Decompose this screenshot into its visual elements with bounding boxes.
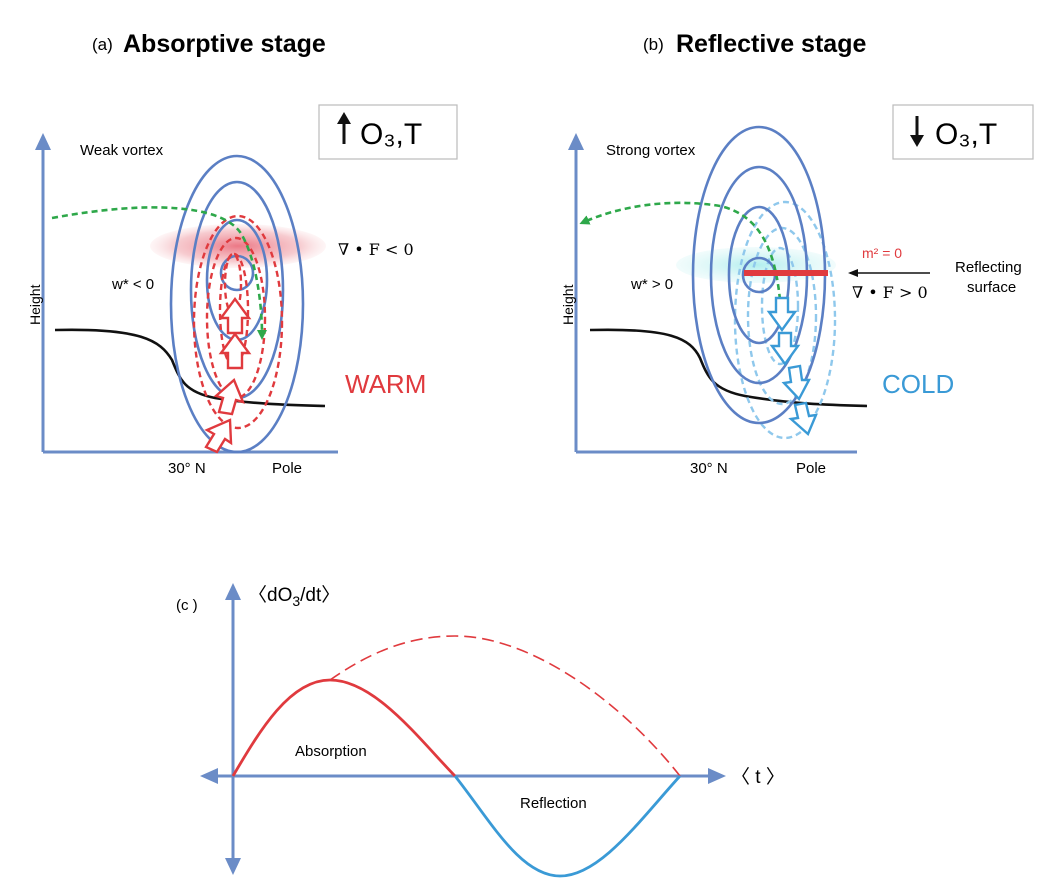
panel-c-hypothetical-curve <box>329 635 681 777</box>
panel-a-badge <box>318 104 458 160</box>
panel-a-xlabel-right: Pole <box>272 460 302 477</box>
panel-a-upwelling-arrows <box>204 296 252 454</box>
panel-a-divf-label: ∇ • F < 0 <box>338 240 414 259</box>
panel-b-m2-label: m² = 0 <box>862 245 902 261</box>
panel-a-badge-text: O₃,T <box>360 118 422 151</box>
panel-b-ylabel: Height <box>560 284 576 325</box>
up-arrow-icon <box>337 112 351 144</box>
panel-a-circulation-arrow <box>51 206 267 340</box>
panel-c-absorption-label: Absorption <box>295 743 367 760</box>
panel-c-reflection-label: Reflection <box>520 795 587 812</box>
panel-b: (b) Reflective stage O₃,T Height 30° N P… <box>560 30 1034 477</box>
up-arrow-icon-4 <box>204 418 233 454</box>
panel-c-axes <box>200 583 726 875</box>
panel-b-xlabel-left: 30° N <box>690 460 728 477</box>
panel-a-title: Absorptive stage <box>123 30 326 58</box>
panel-a-temp-label: WARM <box>345 369 426 399</box>
panel-a-axes <box>35 133 338 454</box>
panel-b-reflect-label-2: surface <box>967 279 1016 296</box>
panel-b-tag: (b) <box>643 35 664 54</box>
panel-b-xlabel-right: Pole <box>796 460 826 477</box>
panel-b-divf-label: ∇ • F > 0 <box>852 283 928 302</box>
panel-c-xlabel: 〈 t 〉 <box>731 766 785 788</box>
panel-c-ylabel: 〈dO3/dt〉 <box>248 584 340 609</box>
panel-b-title: Reflective stage <box>676 30 866 58</box>
down-arrow-icon <box>910 116 924 147</box>
panel-b-temp-label: COLD <box>882 369 954 399</box>
down-arrow-icon-3 <box>781 364 811 402</box>
panel-b-circulation-arrow <box>579 201 782 301</box>
panel-c-tag: (c ) <box>176 597 198 614</box>
panel-b-vortex-label: Strong vortex <box>606 142 696 159</box>
panel-b-tropopause <box>589 328 868 408</box>
panel-a-tag: (a) <box>92 35 113 54</box>
panel-a-ylabel: Height <box>27 284 43 325</box>
panel-c: (c ) 〈dO3/dt〉 〈 t 〉 Absorption Reflectio… <box>176 583 785 878</box>
panel-b-axes <box>568 133 857 454</box>
panel-b-reflect-label-1: Reflecting <box>955 259 1022 276</box>
panel-b-downwelling-arrows <box>766 296 818 437</box>
panel-c-absorption-curve <box>231 678 457 777</box>
panel-a-w-label: w* < 0 <box>111 276 154 293</box>
panel-a-xlabel-left: 30° N <box>168 460 206 477</box>
panel-c-reflection-curve <box>453 775 682 878</box>
panel-b-w-label: w* > 0 <box>630 276 673 293</box>
down-arrow-icon-1 <box>766 296 798 333</box>
panel-b-badge-text: O₃,T <box>935 118 997 151</box>
panel-a-vortex-label: Weak vortex <box>80 142 164 159</box>
up-arrow-icon-2 <box>218 331 252 370</box>
up-arrow-icon-1 <box>218 296 252 335</box>
panel-a: (a) Absorptive stage O₃,T Height 30° N P… <box>27 30 458 477</box>
down-arrow-icon-2 <box>769 331 801 367</box>
down-arrow-icon-4 <box>788 401 818 437</box>
panel-a-tropopause <box>54 328 326 408</box>
up-arrow-icon-3 <box>213 377 246 416</box>
